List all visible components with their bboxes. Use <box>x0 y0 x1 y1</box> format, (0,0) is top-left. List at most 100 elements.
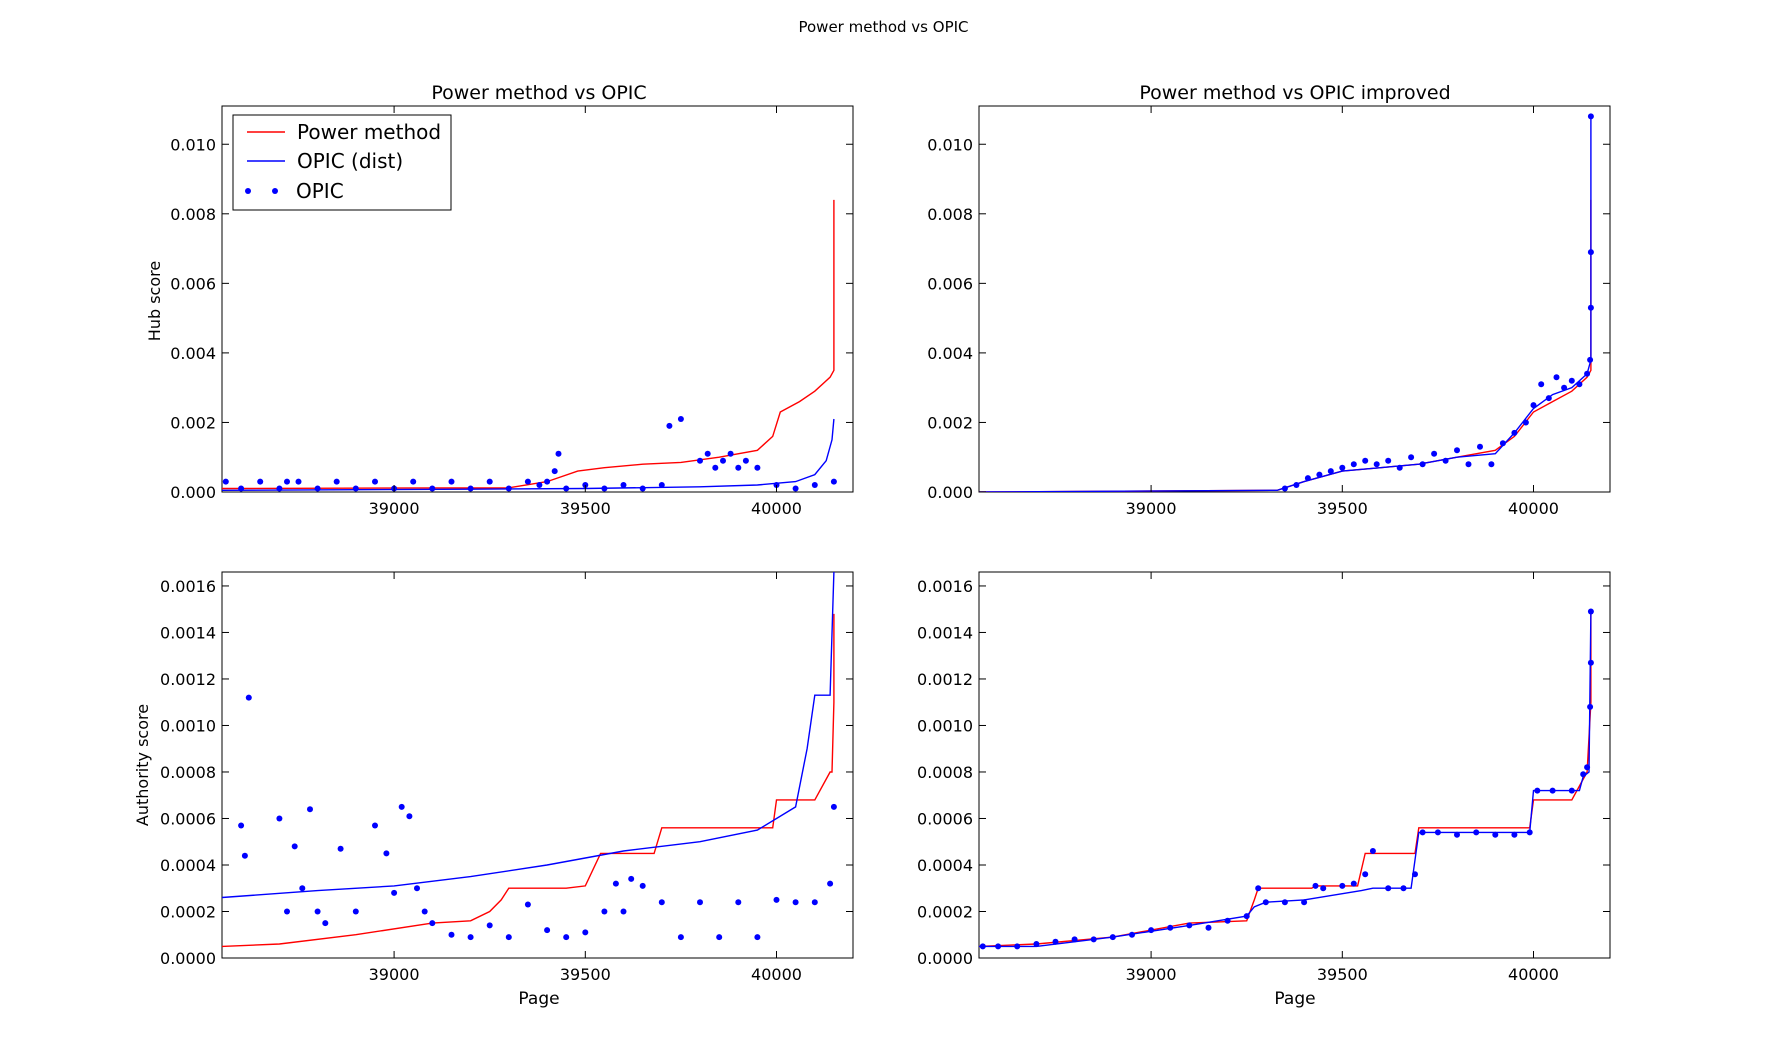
data-point <box>995 943 1002 950</box>
data-point <box>697 457 703 464</box>
data-point <box>398 803 405 810</box>
x-tick-label: 39000 <box>1126 965 1177 984</box>
plot-marks <box>979 113 1594 492</box>
x-axis-label: Page <box>1274 989 1315 1009</box>
data-point <box>1454 447 1460 454</box>
data-point <box>1587 608 1594 615</box>
data-point <box>1090 936 1097 943</box>
data-point <box>1442 457 1449 464</box>
data-point <box>410 478 417 485</box>
y-tick-label: 0.006 <box>170 274 216 293</box>
x-tick-label: 40000 <box>1508 965 1559 984</box>
data-point <box>1511 429 1518 436</box>
data-point <box>322 920 329 927</box>
data-point <box>1587 356 1594 363</box>
data-point <box>238 822 245 829</box>
y-tick-label: 0.0004 <box>917 856 973 875</box>
y-tick-label: 0.0000 <box>160 949 216 968</box>
data-point <box>811 899 818 906</box>
data-point <box>429 485 436 492</box>
data-point <box>241 852 248 859</box>
data-point <box>276 485 283 492</box>
subplot-hub-power-vs-opic: Power method vs OPIC Hub score 39000 3950… <box>145 82 854 518</box>
data-point <box>314 908 321 915</box>
y-tick-label: 0.000 <box>927 483 973 502</box>
data-point <box>612 880 619 887</box>
data-point <box>486 478 493 485</box>
subplot-authority-power-vs-opic: Page Authority score 39000 39500 40000 0.00… <box>133 571 854 1009</box>
y-tick-label: 0.0006 <box>917 809 973 828</box>
data-point <box>697 899 703 906</box>
data-point <box>620 908 627 915</box>
series-line-power-method <box>222 199 835 490</box>
data-point <box>1350 461 1357 468</box>
x-tick-label: 39500 <box>560 965 611 984</box>
x-axis-label: Page <box>518 989 559 1009</box>
data-point <box>337 845 344 852</box>
data-point <box>1052 938 1059 945</box>
data-point <box>1400 885 1407 892</box>
data-point <box>712 464 719 471</box>
data-point <box>295 478 302 485</box>
legend-label-power-method: Power method <box>297 120 441 144</box>
data-point <box>1396 464 1403 471</box>
axis-ticks: 39000 39500 40000 0.0000 0.0002 0.0004 0.0006 0… <box>917 572 1610 984</box>
y-tick-label: 0.010 <box>170 135 216 154</box>
data-point <box>773 896 780 903</box>
data-point <box>391 889 398 896</box>
data-point <box>1350 880 1357 887</box>
data-point <box>1304 475 1311 482</box>
data-point <box>1109 934 1116 941</box>
data-point <box>276 815 283 822</box>
data-point <box>1186 922 1193 929</box>
data-point <box>238 485 245 492</box>
data-point <box>1454 831 1460 838</box>
data-point <box>1339 882 1346 889</box>
data-point <box>735 464 742 471</box>
y-tick-label: 0.0002 <box>917 902 973 921</box>
series-line-opic-dist <box>979 116 1592 492</box>
data-point <box>1385 885 1392 892</box>
data-point <box>1316 471 1323 478</box>
plot-area-frame <box>221 105 854 493</box>
data-point <box>720 457 726 464</box>
legend-label-opic-dist: OPIC (dist) <box>297 149 403 173</box>
axis-ticks: 39000 39500 40000 0.000 0.002 0.004 0.006 0.008… <box>927 106 1610 518</box>
data-point <box>1301 899 1308 906</box>
y-tick-label: 0.010 <box>927 135 973 154</box>
y-tick-label: 0.008 <box>927 205 973 224</box>
y-tick-label: 0.008 <box>170 205 216 224</box>
data-point <box>1553 374 1560 381</box>
data-point <box>754 934 761 941</box>
data-point <box>505 934 512 941</box>
data-point <box>658 899 665 906</box>
x-tick-label: 39500 <box>1317 499 1368 518</box>
data-point <box>620 482 627 488</box>
data-point <box>677 416 684 422</box>
plot-marks <box>979 608 1594 950</box>
data-point <box>383 850 390 857</box>
series-line-opic-dist <box>979 611 1592 948</box>
data-point <box>1408 454 1415 461</box>
data-point <box>1205 924 1212 931</box>
data-point <box>601 908 608 915</box>
data-point <box>1434 829 1441 836</box>
data-point <box>414 885 420 892</box>
data-point <box>406 813 413 820</box>
data-point <box>314 485 321 492</box>
data-point <box>486 922 493 929</box>
data-point <box>666 422 673 429</box>
data-point <box>1584 370 1591 377</box>
y-tick-label: 0.0016 <box>917 577 973 596</box>
data-point <box>792 485 799 492</box>
y-tick-label: 0.0000 <box>917 949 973 968</box>
data-point <box>372 478 378 485</box>
data-point <box>1465 461 1472 468</box>
data-point <box>563 934 570 941</box>
data-point <box>704 450 711 457</box>
data-point <box>1255 885 1262 892</box>
data-point <box>1362 871 1369 878</box>
data-point <box>1561 384 1568 391</box>
data-point <box>1033 941 1040 947</box>
data-point <box>1530 402 1537 409</box>
